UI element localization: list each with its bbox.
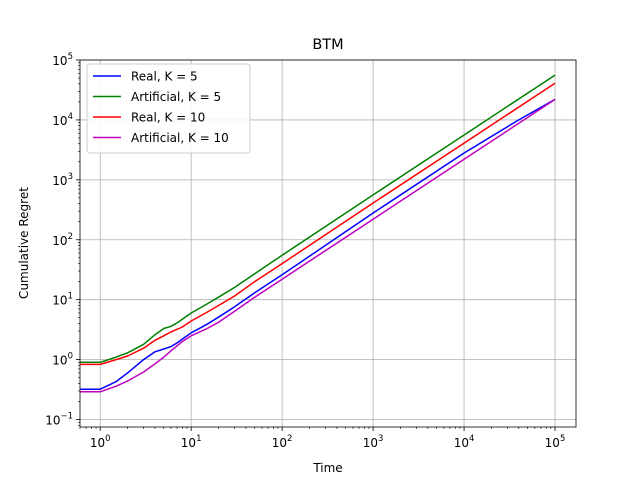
grid: [80, 59, 576, 427]
x-tick-label: 102: [272, 434, 293, 450]
x-tick-label: 104: [454, 434, 475, 450]
series-line-1: [80, 98, 556, 390]
series-lines: [80, 74, 556, 393]
legend-box: [86, 63, 251, 154]
ticks: 100 101 102 103 104 105 10−1 100 101 102 103 104 105: [45, 52, 565, 450]
legend-label: Real, K = 5: [131, 70, 198, 84]
legend-label: Artificial, K = 10: [131, 131, 229, 145]
x-axis-label: Time: [312, 461, 342, 475]
y-tick-label: 100: [52, 352, 73, 368]
x-tick-label: 105: [545, 434, 566, 450]
x-tick-label: 103: [363, 434, 384, 450]
y-tick-label: 105: [52, 52, 73, 68]
plot-frame: [79, 59, 577, 428]
chart-title: BTM: [312, 37, 343, 53]
x-tick-label: 101: [181, 434, 202, 450]
y-tick-label: 103: [52, 172, 73, 188]
y-tick-label: 10−1: [45, 412, 73, 428]
y-tick-label: 104: [52, 112, 73, 128]
series-line-3: [80, 82, 556, 366]
x-tick-label: 100: [90, 434, 111, 450]
legend: Real, K = 5 Artificial, K = 5 Real, K = 10…: [86, 63, 251, 154]
legend-label: Artificial, K = 5: [131, 90, 221, 104]
series-line-4: [80, 98, 556, 393]
series-line-2: [80, 74, 556, 364]
y-tick-label: 102: [52, 232, 73, 248]
y-axis-label: Cumulative Regret: [17, 187, 31, 299]
y-tick-label: 101: [52, 292, 73, 308]
legend-label: Real, K = 10: [131, 111, 205, 125]
